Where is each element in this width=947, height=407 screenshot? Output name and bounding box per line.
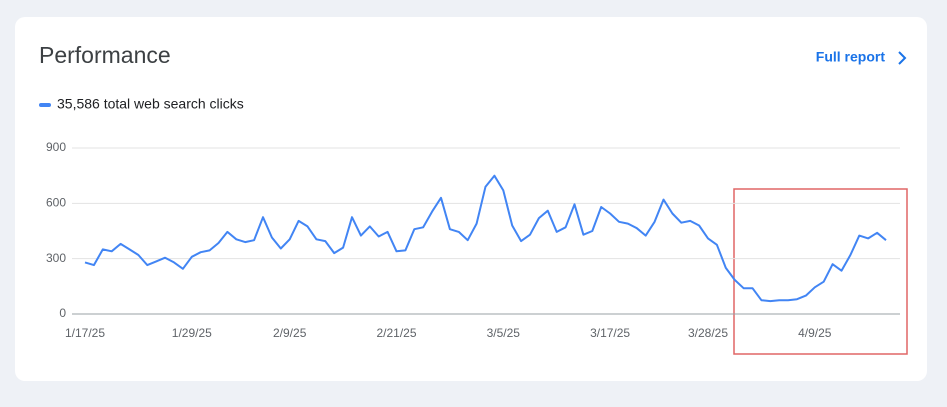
legend-swatch (39, 103, 51, 107)
x-tick-label: 2/9/25 (273, 326, 307, 340)
y-tick-label: 0 (59, 306, 66, 320)
x-tick-label: 4/9/25 (798, 326, 832, 340)
y-tick-label: 900 (46, 140, 66, 154)
chevron[interactable] (898, 51, 907, 65)
x-tick-label: 3/17/25 (590, 326, 630, 340)
legend-label: 35,586 total web search clicks (57, 96, 244, 112)
x-tick-label: 2/21/25 (376, 326, 416, 340)
x-tick-label: 3/5/25 (487, 326, 521, 340)
line (84, 174, 887, 303)
highlight-box (733, 188, 908, 355)
x-tick-label: 1/29/25 (172, 326, 212, 340)
y-tick-label: 300 (46, 251, 66, 265)
full-report-link[interactable]: Full report (816, 49, 907, 65)
card (15, 17, 927, 381)
chart-title: Performance (39, 42, 171, 68)
x-tick-label: 1/17/25 (65, 326, 105, 340)
x-tick-label: 3/28/25 (688, 326, 728, 340)
link-text[interactable]: Full report (816, 49, 886, 65)
y-tick-label: 600 (46, 196, 66, 210)
